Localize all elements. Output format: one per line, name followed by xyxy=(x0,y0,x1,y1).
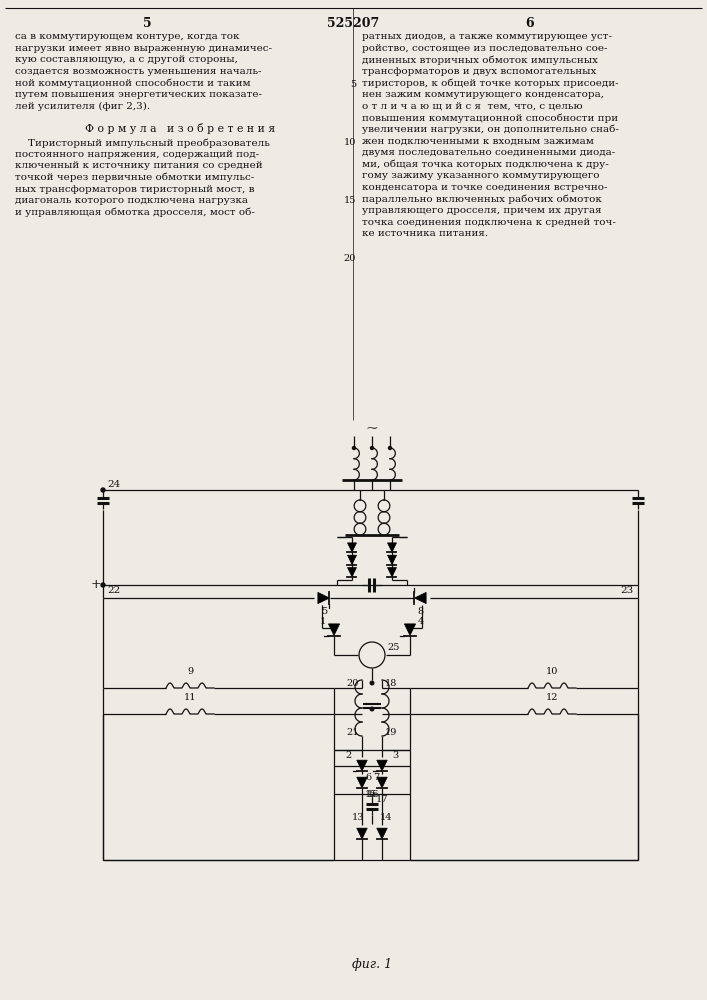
Text: ройство, состоящее из последовательно сое-: ройство, состоящее из последовательно со… xyxy=(362,44,607,53)
Text: диненных вторичных обмоток импульсных: диненных вторичных обмоток импульсных xyxy=(362,55,598,65)
Circle shape xyxy=(101,488,105,492)
Circle shape xyxy=(370,446,373,450)
Text: ных трансформаторов тиристорный мост, в: ных трансформаторов тиристорный мост, в xyxy=(15,185,255,194)
Text: ратных диодов, а также коммутирующее уст-: ратных диодов, а также коммутирующее уст… xyxy=(362,32,612,41)
Circle shape xyxy=(389,446,392,450)
Text: управляющего дросселя, причем их другая: управляющего дросселя, причем их другая xyxy=(362,206,602,215)
Text: 14: 14 xyxy=(380,813,392,822)
Circle shape xyxy=(370,681,374,685)
Text: двумя последовательно соединенными диода-: двумя последовательно соединенными диода… xyxy=(362,148,615,157)
Text: 23: 23 xyxy=(621,586,634,595)
Text: 5: 5 xyxy=(143,17,151,30)
Text: +: + xyxy=(90,578,101,591)
Text: о т л и ч а ю щ и й с я  тем, что, с целью: о т л и ч а ю щ и й с я тем, что, с цель… xyxy=(362,102,583,111)
Text: са в коммутирующем контуре, когда ток: са в коммутирующем контуре, когда ток xyxy=(15,32,240,41)
Text: 12: 12 xyxy=(546,693,559,702)
Text: повышения коммутационной способности при: повышения коммутационной способности при xyxy=(362,113,618,123)
Text: кую составляющую, а с другой стороны,: кую составляющую, а с другой стороны, xyxy=(15,55,238,64)
Text: 7: 7 xyxy=(373,773,379,782)
Text: точкой через первичные обмотки импульс-: точкой через первичные обмотки импульс- xyxy=(15,173,255,182)
Text: 6: 6 xyxy=(526,17,534,30)
Text: 19: 19 xyxy=(385,728,397,737)
Text: ми, общая точка которых подключена к дру-: ми, общая точка которых подключена к дру… xyxy=(362,160,609,169)
Text: ~: ~ xyxy=(366,422,378,436)
Circle shape xyxy=(101,583,105,587)
Text: ке источника питания.: ке источника питания. xyxy=(362,229,488,238)
Text: Тиристорный импульсный преобразователь: Тиристорный импульсный преобразователь xyxy=(15,138,270,148)
Text: тиристоров, к общей точке которых присоеди-: тиристоров, к общей точке которых присое… xyxy=(362,78,619,88)
Polygon shape xyxy=(348,568,356,577)
Text: Ф о р м у л а   и з о б р е т е н и я: Ф о р м у л а и з о б р е т е н и я xyxy=(85,123,275,134)
Polygon shape xyxy=(348,543,356,552)
Text: ключенный к источнику питания со средней: ключенный к источнику питания со средней xyxy=(15,161,262,170)
Text: 21: 21 xyxy=(346,728,359,737)
Text: 25: 25 xyxy=(387,644,399,652)
Text: гому зажиму указанного коммутирующего: гому зажиму указанного коммутирующего xyxy=(362,171,600,180)
Text: 20: 20 xyxy=(344,254,356,263)
Text: параллельно включенных рабочих обмоток: параллельно включенных рабочих обмоток xyxy=(362,194,602,204)
Text: конденсатора и точке соединения встречно-: конденсатора и точке соединения встречно… xyxy=(362,183,607,192)
Circle shape xyxy=(370,707,374,711)
Text: 6: 6 xyxy=(365,773,371,782)
Text: 8: 8 xyxy=(417,607,423,616)
Text: 16: 16 xyxy=(367,790,379,799)
Text: создается возможность уменьшения началь-: создается возможность уменьшения началь- xyxy=(15,67,262,76)
Polygon shape xyxy=(414,592,426,604)
Polygon shape xyxy=(357,777,367,788)
Text: 24: 24 xyxy=(107,480,120,489)
Text: постоянного напряжения, содержащий под-: постоянного напряжения, содержащий под- xyxy=(15,150,259,159)
Polygon shape xyxy=(387,568,397,577)
Polygon shape xyxy=(318,592,329,604)
Text: увеличении нагрузки, он дополнительно снаб-: увеличении нагрузки, он дополнительно сн… xyxy=(362,125,619,134)
Text: 5: 5 xyxy=(350,80,356,89)
Text: и управляющая обмотка дросселя, мост об-: и управляющая обмотка дросселя, мост об- xyxy=(15,208,255,217)
Text: нен зажим коммутирующего конденсатора,: нен зажим коммутирующего конденсатора, xyxy=(362,90,604,99)
Text: 22: 22 xyxy=(107,586,120,595)
Text: 10: 10 xyxy=(344,138,356,147)
Text: ной коммутационной способности и таким: ной коммутационной способности и таким xyxy=(15,78,250,88)
Text: жен подключенными к входным зажимам: жен подключенными к входным зажимам xyxy=(362,136,594,145)
Polygon shape xyxy=(348,555,356,564)
Polygon shape xyxy=(387,555,397,564)
Text: 2: 2 xyxy=(346,750,352,760)
Text: 525207: 525207 xyxy=(327,17,379,30)
Text: 13: 13 xyxy=(352,813,364,822)
Text: фиг. 1: фиг. 1 xyxy=(352,958,392,971)
Polygon shape xyxy=(387,543,397,552)
Text: 15: 15 xyxy=(344,196,356,205)
Text: трансформаторов и двух вспомогательных: трансформаторов и двух вспомогательных xyxy=(362,67,597,76)
Polygon shape xyxy=(377,760,387,771)
Text: 1: 1 xyxy=(320,616,326,626)
Polygon shape xyxy=(328,624,339,636)
Text: нагрузки имеет явно выраженную динамичес-: нагрузки имеет явно выраженную динамичес… xyxy=(15,44,272,53)
Text: 18: 18 xyxy=(385,679,397,688)
Text: 17: 17 xyxy=(376,794,389,804)
Polygon shape xyxy=(404,624,416,636)
Text: диагональ которого подключена нагрузка: диагональ которого подключена нагрузка xyxy=(15,196,248,205)
Text: 20: 20 xyxy=(346,679,359,688)
Text: 3: 3 xyxy=(392,750,398,760)
Text: 4: 4 xyxy=(418,616,424,626)
Text: лей усилителя (фиг 2,3).: лей усилителя (фиг 2,3). xyxy=(15,102,150,111)
Polygon shape xyxy=(377,828,387,839)
Text: 9: 9 xyxy=(187,667,193,676)
Text: 5: 5 xyxy=(321,607,327,616)
Polygon shape xyxy=(357,760,367,771)
Text: путем повышения энергетических показате-: путем повышения энергетических показате- xyxy=(15,90,262,99)
Polygon shape xyxy=(357,828,367,839)
Circle shape xyxy=(353,446,356,450)
Text: 11: 11 xyxy=(184,693,197,702)
Text: 10: 10 xyxy=(546,667,559,676)
Text: 15: 15 xyxy=(365,790,378,799)
Polygon shape xyxy=(377,777,387,788)
Text: точка соединения подключена к средней точ-: точка соединения подключена к средней то… xyxy=(362,218,616,227)
